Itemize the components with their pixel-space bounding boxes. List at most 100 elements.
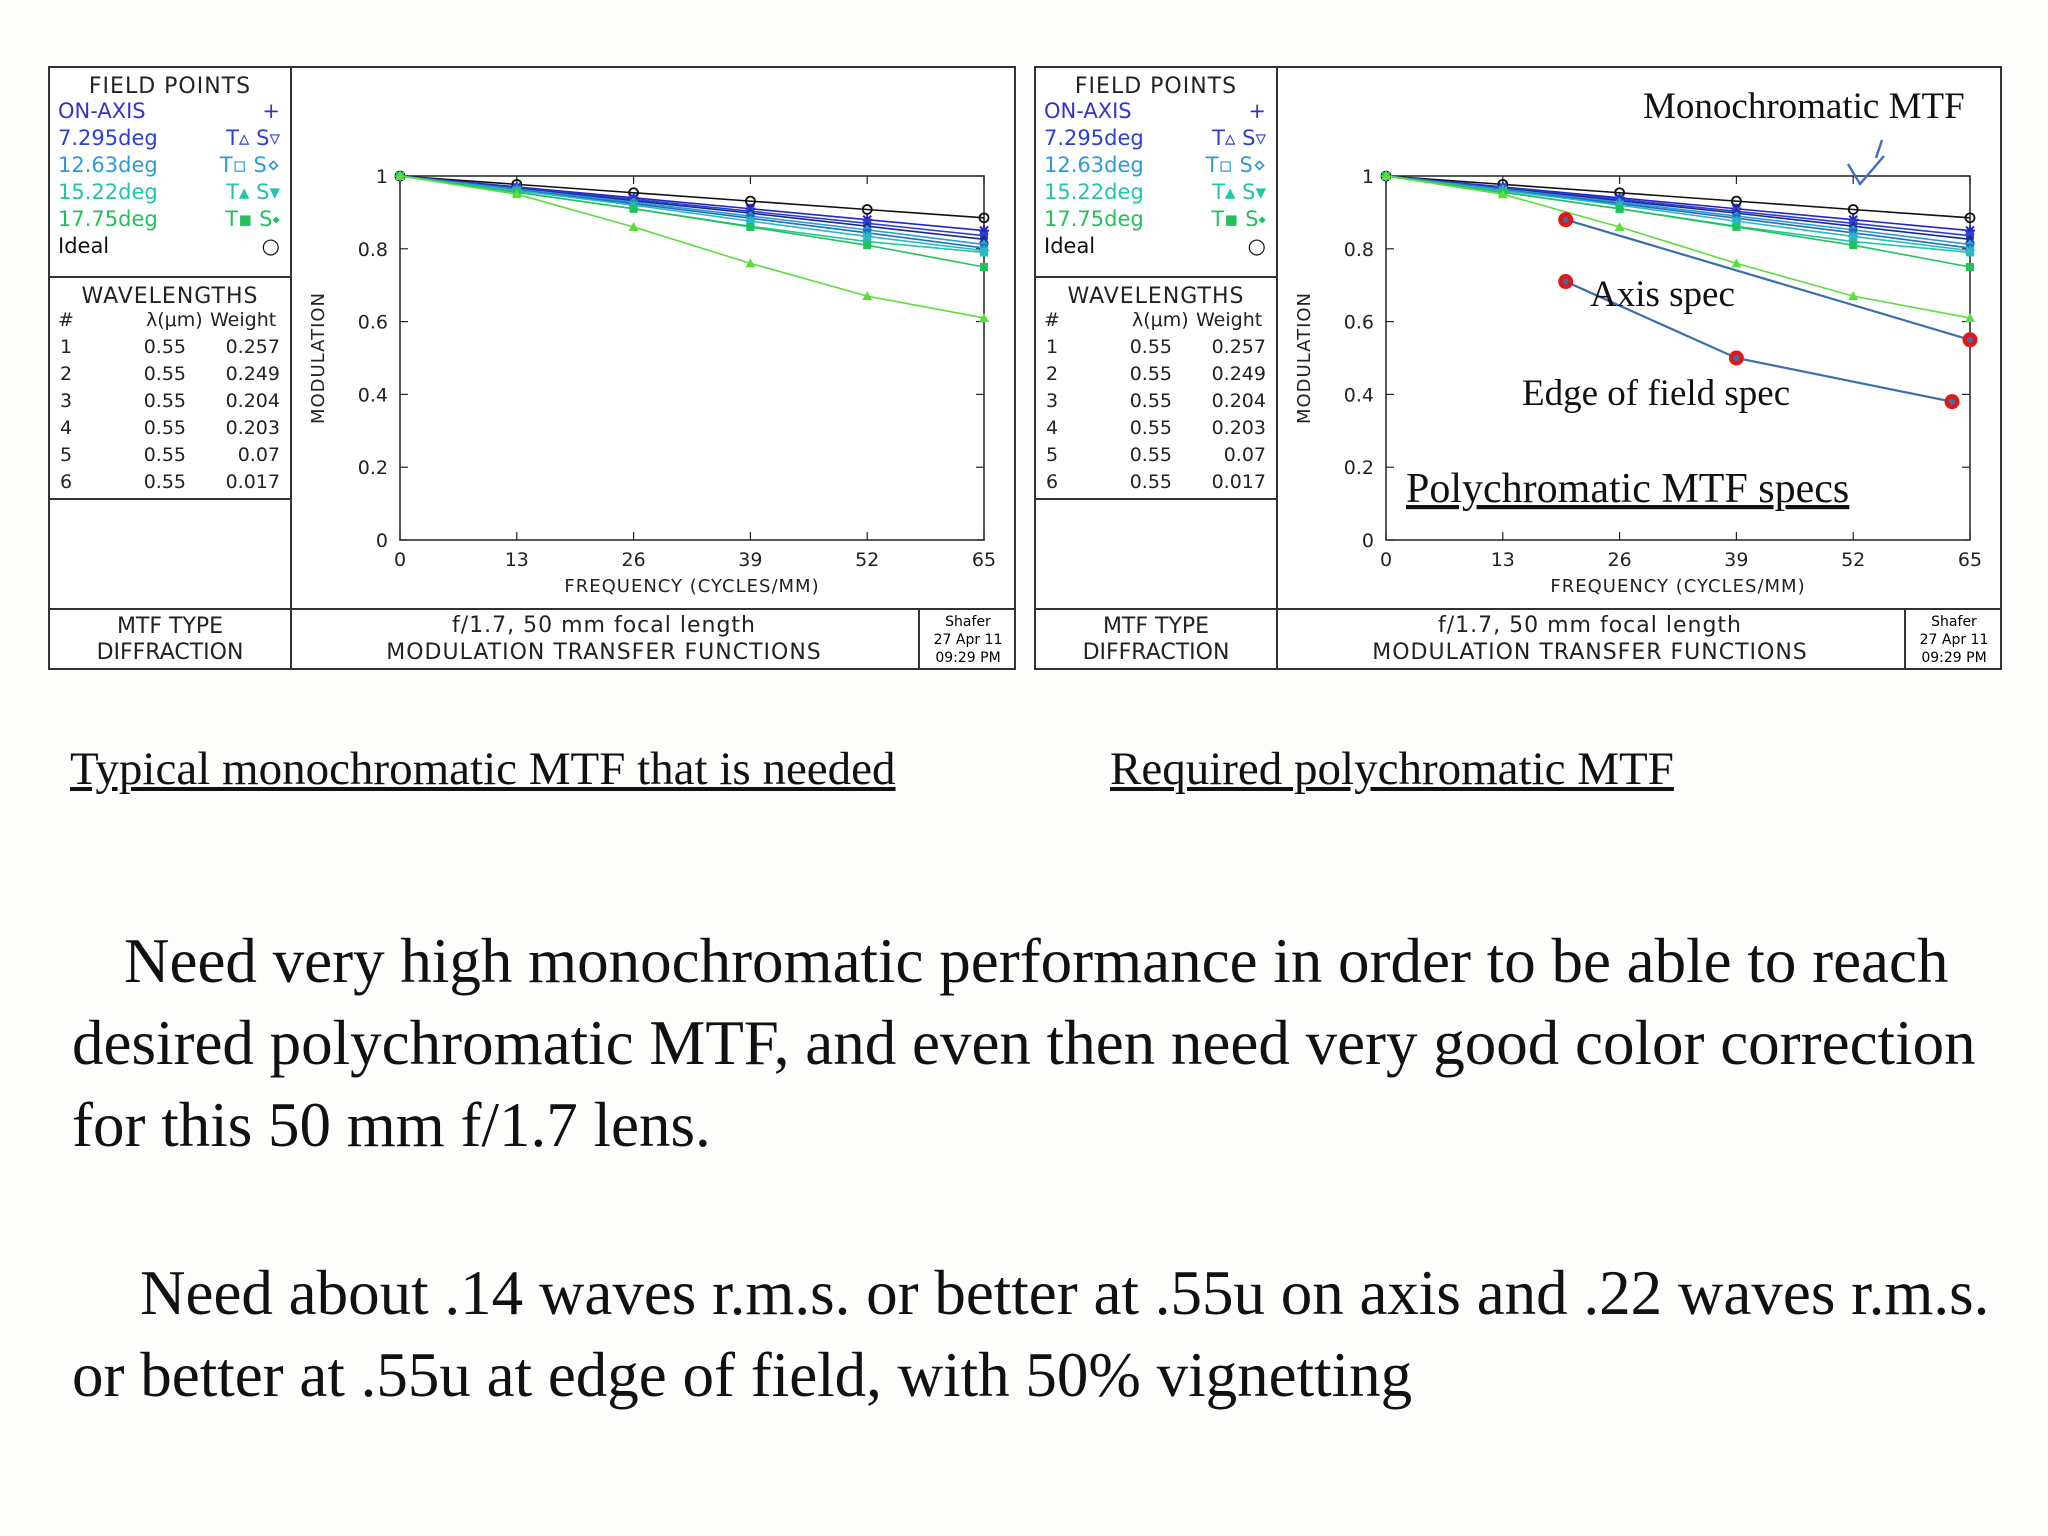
y-tick-label: 0.8 [358, 239, 388, 261]
square-marker [863, 241, 872, 250]
series-line [1385, 175, 1971, 268]
plot-title-line1: f/1.7, 50 mm focal length [452, 613, 756, 638]
wavelength-lambda: 0.55 [143, 336, 186, 358]
wavelength-weight: 0.017 [225, 471, 280, 493]
annotation-edge-of-field-spec: Edge of field spec [1522, 373, 1790, 414]
field-point-symbol: T▵ S▿ [226, 126, 280, 150]
wavelength-lambda: 0.55 [1129, 417, 1172, 439]
field-point-row: 15.22deg T▴ S▾ [1036, 180, 1276, 207]
field-point-name: ON-AXIS [58, 99, 146, 123]
stamp-date: 27 Apr 11 [1919, 632, 1989, 648]
mtf-type-box: MTF TYPE DIFFRACTION [1036, 610, 1278, 670]
annotation-monochromatic-mtf: Monochromatic MTF [1643, 86, 1965, 127]
triangle-marker [1614, 221, 1625, 231]
wavelength-weight: 0.203 [225, 417, 280, 439]
field-point-name: 12.63deg [1044, 153, 1144, 177]
wavelength-n: 5 [1046, 444, 1059, 466]
plot-footer: f/1.7, 50 mm focal length MODULATION TRA… [1278, 610, 2002, 668]
spec-point-center [1562, 216, 1569, 223]
wavelength-weight: 0.017 [1211, 471, 1266, 493]
mtf-type-label: MTF TYPE [1102, 614, 1210, 639]
blank-box [1036, 500, 1278, 610]
field-point-symbol: T▪ S⬩ [225, 207, 280, 231]
triangle-marker [628, 221, 639, 231]
spec-line [1565, 218, 1971, 341]
y-tick-label: 0.8 [1344, 239, 1374, 261]
wavelengths-list: 1 0.55 0.257 2 0.55 0.249 3 0.55 0.204 4 0.55 0.203… [50, 336, 290, 498]
chart-area: 0 13 26 39 52 65 0 0.2 0.4 0.6 0.8 1 FREQUENCY (CYCL… [292, 68, 1016, 610]
plot-title: f/1.7, 50 mm focal length MODULATION TRA… [292, 612, 916, 666]
blank-box [50, 500, 292, 610]
wavelength-row: 6 0.55 0.017 [50, 471, 290, 498]
stamp-author: Shafer [1931, 614, 1977, 630]
y-tick-label: 0 [376, 530, 388, 552]
wavelength-n: 3 [1046, 390, 1059, 412]
y-tick-label: 0.2 [358, 457, 388, 479]
y-tick-label: 0.2 [1344, 457, 1374, 479]
series-line [1385, 175, 1971, 252]
mtf-chart: 0 13 26 39 52 65 0 0.2 0.4 0.6 0.8 1 FREQUENCY (CYCL… [1294, 86, 1982, 597]
star-marker [979, 225, 989, 236]
wavelength-lambda: 0.55 [1129, 444, 1172, 466]
wavelength-row: 1 0.55 0.257 [1036, 336, 1276, 363]
stamp-time: 09:29 PM [1921, 650, 1987, 666]
x-tick-label: 39 [738, 549, 762, 571]
triangle-marker [979, 312, 989, 322]
stamp-date: 27 Apr 11 [933, 632, 1003, 648]
wavelength-n: 4 [1046, 417, 1059, 439]
series-line [1385, 175, 1971, 319]
wavelength-row: 6 0.55 0.017 [1036, 471, 1276, 498]
field-point-symbol: ○ [1247, 234, 1266, 258]
wavelength-weight: 0.257 [1211, 336, 1266, 358]
wavelength-n: 5 [60, 444, 73, 466]
field-point-name: 7.295deg [1044, 126, 1144, 150]
wavelength-row: 5 0.55 0.07 [1036, 444, 1276, 471]
triangle-marker [745, 258, 756, 268]
x-tick-label: 26 [1608, 549, 1632, 571]
spec-point-center [1733, 355, 1740, 361]
triangle-marker [1965, 234, 1975, 244]
plot-title-line2: MODULATION TRANSFER FUNCTIONS [386, 640, 822, 665]
spec-point-center [1562, 278, 1569, 285]
wavelength-lambda: 0.55 [143, 363, 186, 385]
square-marker [1615, 204, 1624, 213]
col-weight: Weight [1196, 309, 1263, 331]
field-point-row: 7.295deg T▵ S▿ [1036, 126, 1276, 153]
wavelengths-box: WAVELENGTHS # λ(μm) Weight 1 0.55 0.257 2 0.… [50, 278, 292, 500]
triangle-marker [511, 189, 522, 199]
wavelengths-list: 1 0.55 0.257 2 0.55 0.249 3 0.55 0.204 4 0.55 0.203… [1036, 336, 1276, 498]
field-point-row: 17.75deg T▪ S⬩ [1036, 207, 1276, 234]
mtf-type-box: MTF TYPE DIFFRACTION [50, 610, 292, 670]
square-marker [1849, 241, 1858, 250]
wavelength-weight: 0.204 [225, 390, 280, 412]
triangle-marker [1731, 258, 1742, 268]
col-weight: Weight [210, 309, 277, 331]
x-tick-label: 13 [1491, 549, 1515, 571]
y-axis-label: MODULATION [308, 292, 329, 424]
wavelength-weight: 0.257 [225, 336, 280, 358]
y-tick-label: 0.6 [1344, 312, 1374, 334]
field-point-symbol: T▫ S⋄ [1205, 153, 1266, 177]
field-point-name: 17.75deg [1044, 207, 1144, 231]
field-points-list: ON-AXIS +7.295deg T▵ S▿ 12.63deg T▫ S⋄ 15.22d… [50, 99, 290, 261]
star-marker [1965, 225, 1975, 236]
col-num: # [1044, 309, 1060, 331]
field-point-row: 7.295deg T▵ S▿ [50, 126, 290, 153]
wavelength-n: 2 [60, 363, 73, 385]
field-point-symbol: T▴ S▾ [226, 180, 280, 204]
wavelength-weight: 0.07 [237, 444, 280, 466]
star-marker [1731, 216, 1742, 227]
field-points-box: FIELD POINTS ON-AXIS +7.295deg T▵ S▿ 12.63d… [1036, 68, 1278, 278]
wavelength-row: 2 0.55 0.249 [1036, 363, 1276, 390]
star-marker [979, 245, 989, 256]
ideal-marker [861, 204, 873, 215]
wavelength-weight: 0.204 [1211, 390, 1266, 412]
triangle-marker [1497, 189, 1508, 199]
stamp-author: Shafer [945, 614, 991, 630]
mtf-type-value: DIFFRACTION [1082, 640, 1230, 665]
plot-stamp: Shafer 27 Apr 11 09:29 PM [918, 610, 1016, 668]
square-marker [1966, 263, 1974, 271]
wavelength-lambda: 0.55 [1129, 471, 1172, 493]
mtf-type-value: DIFFRACTION [96, 640, 244, 665]
field-point-row: ON-AXIS + [50, 99, 290, 126]
